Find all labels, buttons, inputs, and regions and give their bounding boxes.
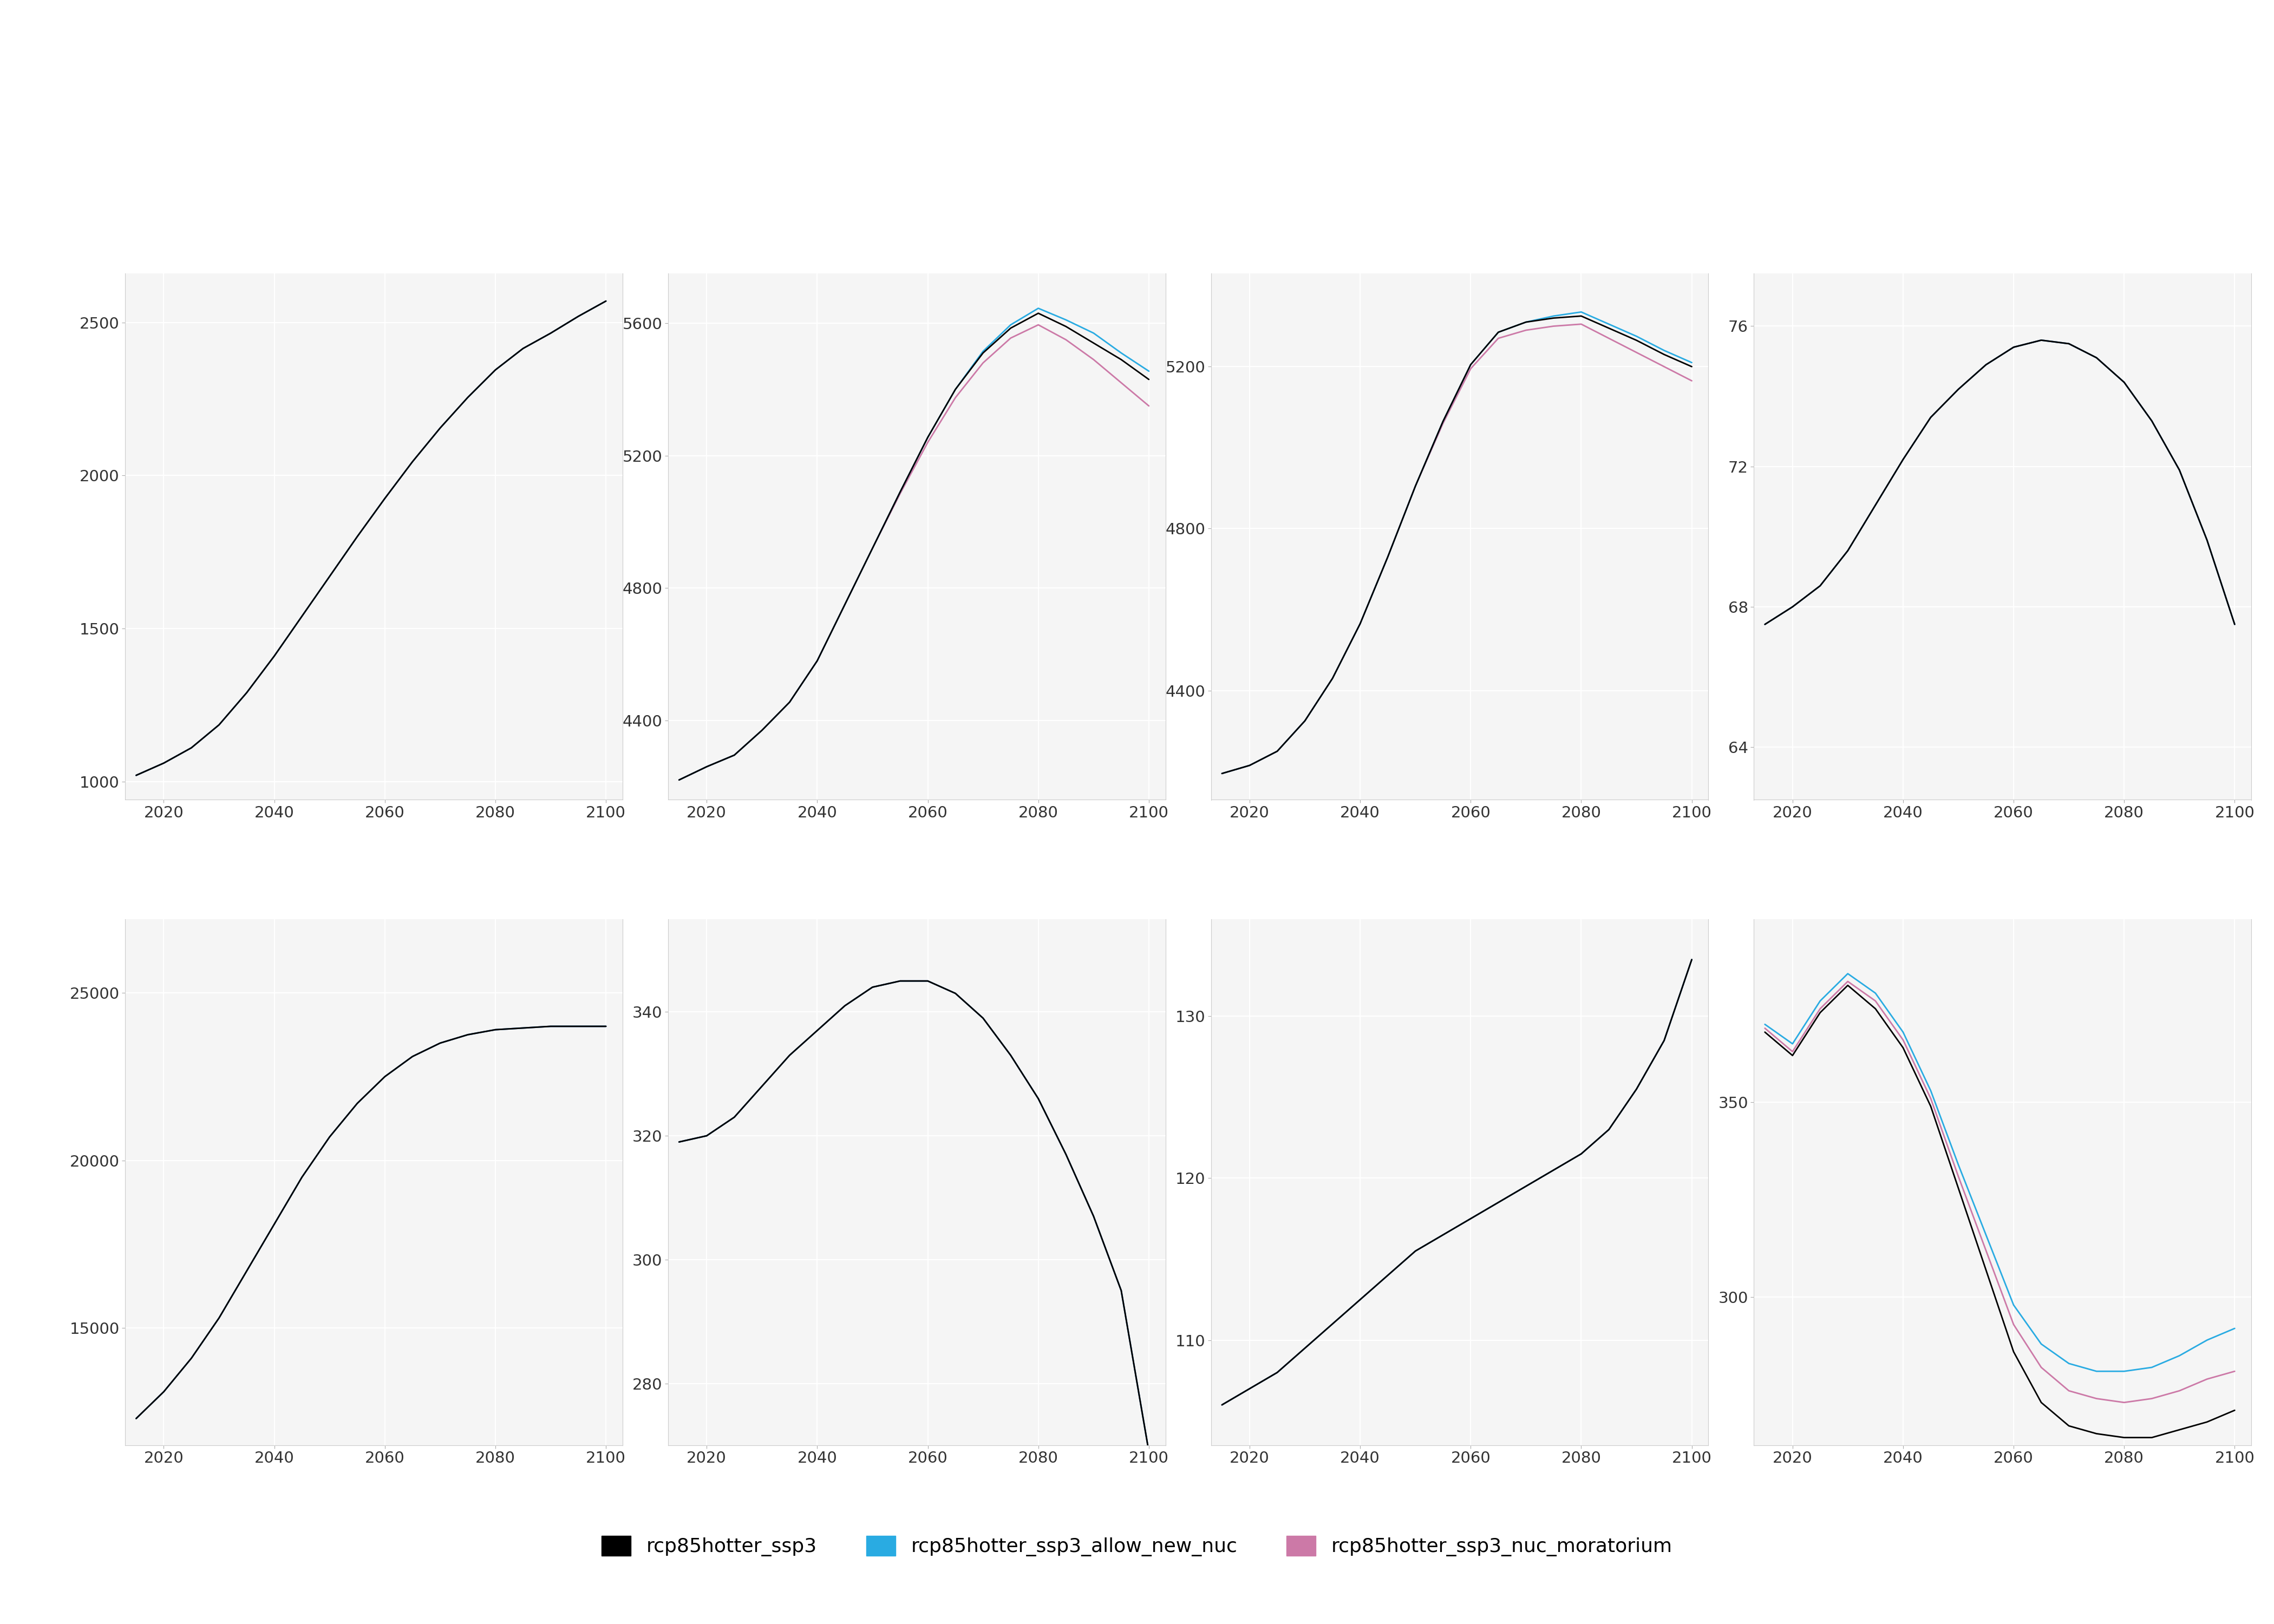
Text: watConsumBySec: watConsumBySec	[1378, 875, 1542, 893]
Text: pop: pop	[901, 875, 935, 893]
Text: agProdByCrop: agProdByCrop	[309, 229, 439, 247]
Legend: rcp85hotter_ssp3, rcp85hotter_ssp3_allow_new_nuc, rcp85hotter_ssp3_nuc_moratoriu: rcp85hotter_ssp3, rcp85hotter_ssp3_allow…	[603, 1536, 1671, 1556]
Text: elecFinalBySecTWh: elecFinalBySecTWh	[1371, 229, 1546, 247]
Text: gdp: gdp	[357, 875, 391, 893]
Text: watWithdrawBySec: watWithdrawBySec	[1915, 875, 2090, 893]
Text: elecByTechTWh: elecByTechTWh	[846, 229, 987, 247]
Text: energyFinalConsumBySecEJ: energyFinalConsumBySecEJ	[1878, 229, 2128, 247]
